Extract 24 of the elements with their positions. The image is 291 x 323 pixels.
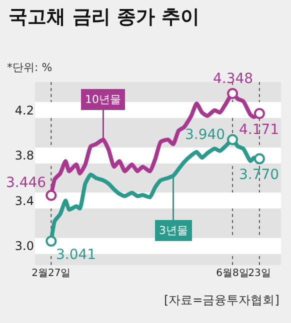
x-tick-label: 6월8일 xyxy=(216,268,249,279)
text: [자료=금융투자협회] xyxy=(164,293,280,307)
data-label: 3.446 xyxy=(6,175,46,191)
point xyxy=(227,134,238,146)
y-tick-label: 4.2 xyxy=(14,103,34,118)
y-tick-label: 3.4 xyxy=(14,194,34,208)
data-label: 3.940 xyxy=(185,127,226,143)
chart-title: 국고채 금리 종가 추이 xyxy=(8,6,200,28)
point xyxy=(254,108,265,120)
point xyxy=(254,153,265,164)
data-label: 3.770 xyxy=(239,167,280,183)
data-label: 3.041 xyxy=(56,247,96,263)
point xyxy=(227,88,238,100)
text: 10년물 xyxy=(85,93,121,106)
data-label: 4.171 xyxy=(239,122,280,138)
x-tick-label: 2월27일 xyxy=(32,268,71,279)
y-tick-label: 3.0 xyxy=(14,239,34,253)
point xyxy=(46,190,57,201)
data-label: 4.348 xyxy=(213,71,254,87)
x-tick-label: 23일 xyxy=(248,268,271,279)
chart-subtitle: *단위: % xyxy=(7,61,52,74)
text: 3년물 xyxy=(159,224,188,237)
point xyxy=(46,236,57,247)
y-tick-label: 3.8 xyxy=(14,148,34,163)
